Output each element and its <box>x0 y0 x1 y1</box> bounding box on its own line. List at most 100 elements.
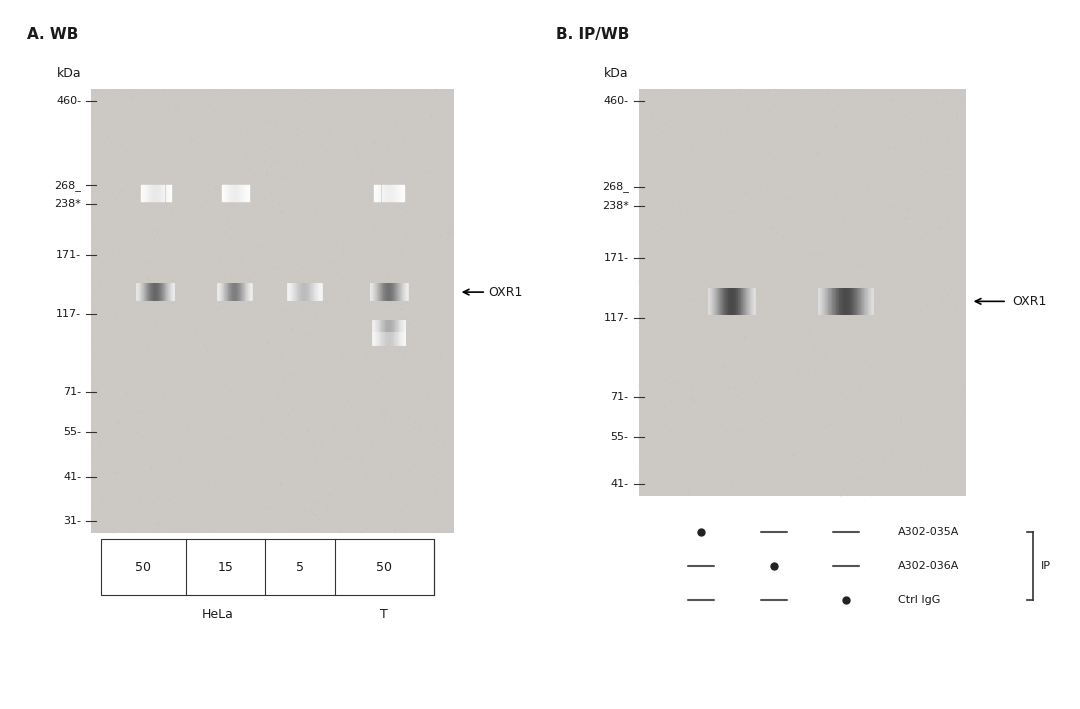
Point <box>651 88 669 99</box>
Point <box>249 111 267 122</box>
Point <box>907 89 924 101</box>
Point <box>768 227 785 238</box>
Point <box>367 511 384 523</box>
Point <box>646 366 663 377</box>
Point <box>375 462 392 473</box>
Point <box>440 434 457 445</box>
Point <box>237 371 254 382</box>
Point <box>896 213 914 225</box>
Point <box>882 247 900 258</box>
Point <box>945 312 962 323</box>
Point <box>283 323 300 335</box>
Point <box>831 250 848 262</box>
Point <box>659 120 676 131</box>
Point <box>362 191 379 203</box>
Point <box>235 245 253 257</box>
Point <box>314 471 332 482</box>
Point <box>239 284 256 295</box>
Text: 71-: 71- <box>610 392 629 402</box>
Point <box>892 437 909 449</box>
Point <box>270 520 287 531</box>
Point <box>785 450 802 461</box>
Point <box>437 469 455 480</box>
Point <box>428 113 445 125</box>
Point <box>739 138 756 150</box>
Point <box>249 135 267 147</box>
Point <box>390 486 407 498</box>
Point <box>341 498 359 509</box>
Point <box>853 324 870 335</box>
Point <box>305 379 322 390</box>
Point <box>409 104 427 116</box>
Point <box>737 99 754 111</box>
Point <box>832 401 849 413</box>
Point <box>367 151 384 162</box>
Point <box>184 325 201 337</box>
Point <box>248 220 266 231</box>
Point <box>719 384 737 395</box>
Point <box>113 347 131 359</box>
Point <box>737 286 754 298</box>
Point <box>140 479 158 490</box>
Text: 117-: 117- <box>56 309 81 319</box>
Point <box>401 137 418 148</box>
Point <box>284 525 301 536</box>
Point <box>86 245 104 257</box>
Point <box>820 476 837 488</box>
Point <box>922 112 940 123</box>
Point <box>370 297 388 308</box>
Point <box>222 434 240 445</box>
Point <box>843 164 861 175</box>
Point <box>193 257 211 269</box>
Point <box>300 423 318 435</box>
Point <box>146 267 163 279</box>
Point <box>143 259 160 270</box>
Point <box>766 143 783 155</box>
Point <box>826 89 843 101</box>
Point <box>315 281 333 293</box>
Point <box>322 187 339 199</box>
Point <box>353 116 370 128</box>
Point <box>298 362 315 374</box>
Point <box>375 413 392 425</box>
Point <box>320 176 337 187</box>
Point <box>368 434 386 445</box>
Point <box>905 184 922 196</box>
Point <box>89 216 106 227</box>
Point <box>94 143 111 154</box>
Point <box>309 133 326 145</box>
Point <box>904 376 921 387</box>
Point <box>786 189 804 201</box>
Point <box>391 204 408 216</box>
Point <box>713 209 730 220</box>
Point <box>205 160 222 171</box>
Point <box>104 454 121 465</box>
Point <box>122 335 139 347</box>
Point <box>320 401 337 412</box>
Point <box>410 408 428 419</box>
Point <box>707 233 725 244</box>
Point <box>153 443 171 454</box>
Point <box>658 256 675 267</box>
Point <box>320 442 337 454</box>
Point <box>702 252 719 264</box>
Point <box>323 147 340 158</box>
Point <box>150 311 167 322</box>
Point <box>895 303 913 314</box>
Point <box>140 442 158 454</box>
Point <box>149 261 166 272</box>
Point <box>733 350 751 361</box>
Text: OXR1: OXR1 <box>1012 295 1047 308</box>
Point <box>389 89 406 101</box>
Point <box>124 253 141 264</box>
Point <box>432 349 449 360</box>
Point <box>685 394 702 406</box>
Point <box>237 115 254 126</box>
Point <box>823 207 840 218</box>
Point <box>86 461 104 472</box>
Point <box>847 306 864 318</box>
Point <box>193 135 211 146</box>
Point <box>348 416 365 428</box>
Point <box>772 168 789 179</box>
Point <box>679 265 697 277</box>
